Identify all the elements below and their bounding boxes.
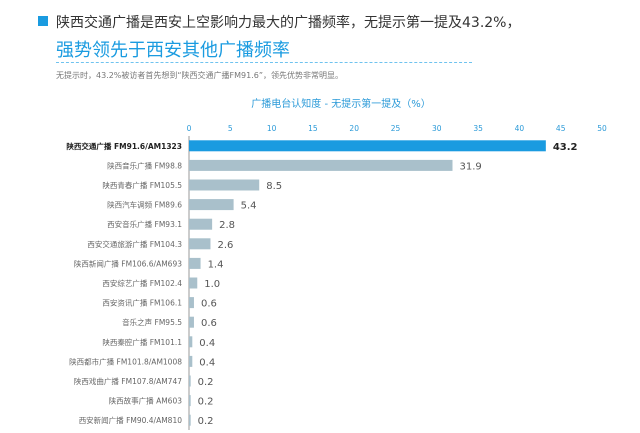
category-label: 陕西青春广播 FM105.5 [102, 180, 182, 190]
data-label: 0.4 [199, 357, 215, 368]
bar [189, 414, 191, 426]
bar [189, 336, 193, 348]
bar [189, 355, 193, 367]
x-tick-label: 10 [267, 124, 277, 133]
category-label: 陕西音乐广播 FM98.8 [107, 160, 182, 170]
category-label: 西安交通旅游广播 FM104.3 [87, 239, 182, 249]
headline-line-2: 强势领先于西安其他广播频率 [56, 40, 290, 61]
x-tick-label: 45 [556, 124, 566, 133]
x-tick-label: 0 [187, 124, 192, 133]
x-tick-label: 5 [228, 124, 233, 133]
x-tick-label: 50 [597, 124, 607, 133]
headline-marker [38, 16, 48, 26]
bar [189, 179, 260, 191]
category-label: 西安综艺广播 FM102.4 [102, 278, 182, 288]
x-tick-label: 40 [515, 124, 525, 133]
category-label: 陕西新闻广播 FM106.6/AM693 [74, 258, 182, 268]
bar [189, 277, 198, 289]
data-label: 0.4 [199, 338, 215, 349]
data-label: 1.0 [204, 279, 220, 290]
bar [189, 375, 191, 387]
category-label: 陕西故事广播 AM603 [109, 396, 183, 406]
bar [189, 238, 211, 250]
bar [189, 159, 453, 171]
data-label: 2.8 [219, 220, 235, 231]
x-tick-label: 30 [432, 124, 442, 133]
bars: 陕西交通广播 FM91.6/AM1323 43.2 陕西音乐广播 FM98.8 31.… [66, 140, 578, 427]
x-axis-ticks: 0 5 10 15 20 25 30 35 40 45 50 [187, 124, 607, 133]
bar [189, 218, 213, 230]
data-label: 0.6 [201, 299, 217, 310]
data-label: 0.2 [198, 416, 214, 427]
category-label: 西安资讯广播 FM106.1 [102, 298, 182, 308]
category-label: 陕西汽车调频 FM89.6 [107, 200, 182, 210]
data-label: 5.4 [241, 201, 257, 212]
x-tick-label: 25 [391, 124, 401, 133]
category-label: 音乐之声 FM95.5 [122, 317, 182, 327]
chart-title: 广播电台认知度 - 无提示第一提及（%） [251, 97, 430, 110]
category-label: 陕西都市广播 FM101.8/AM1008 [69, 356, 182, 366]
bar [189, 140, 546, 152]
data-label: 1.4 [208, 259, 224, 270]
data-label: 0.2 [198, 397, 214, 408]
x-tick-label: 35 [473, 124, 483, 133]
category-label: 陕西秦腔广播 FM101.1 [102, 337, 182, 347]
bar [189, 395, 191, 407]
data-label: 31.9 [459, 161, 481, 172]
chart-note: 无提示时，43.2%被访者首先想到“陕西交通广播FM91.6”，领先优势非常明显… [56, 71, 344, 80]
data-label: 43.2 [553, 142, 578, 153]
bar [189, 316, 194, 328]
category-label: 西安新闻广播 FM90.4/AM810 [79, 415, 183, 425]
divider [56, 62, 472, 63]
bar [189, 257, 201, 269]
data-label: 8.5 [266, 181, 282, 192]
category-label: 西安音乐广播 FM93.1 [107, 219, 182, 229]
data-label: 0.6 [201, 318, 217, 329]
x-tick-label: 20 [349, 124, 359, 133]
bar [189, 199, 234, 211]
data-label: 0.2 [198, 377, 214, 388]
bar [189, 297, 194, 309]
category-label: 陕西戏曲广播 FM107.8/AM747 [74, 376, 182, 386]
data-label: 2.6 [217, 240, 233, 251]
headline-line-1: 陕西交通广播是西安上空影响力最大的广播频率，无提示第一提及43.2%， [56, 15, 521, 31]
x-tick-label: 15 [308, 124, 318, 133]
category-label: 陕西交通广播 FM91.6/AM1323 [66, 141, 182, 151]
